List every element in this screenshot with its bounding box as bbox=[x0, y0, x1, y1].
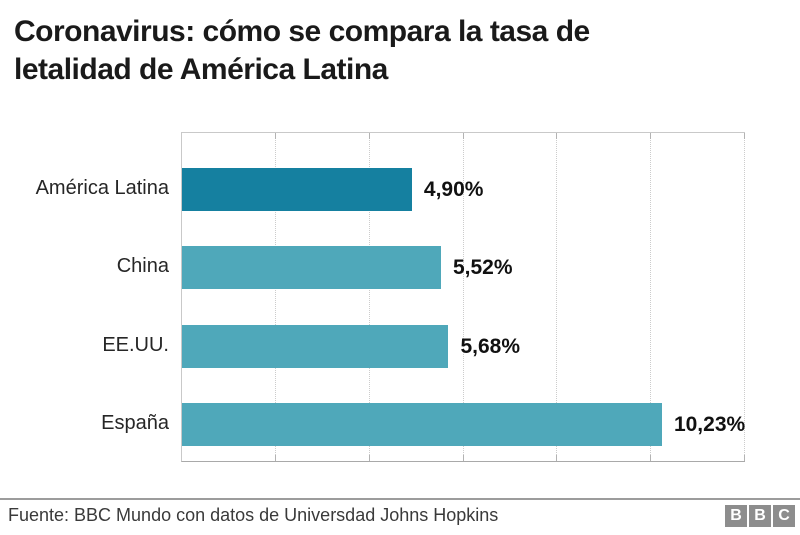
gridline bbox=[556, 133, 558, 461]
axis-tick bbox=[556, 455, 558, 461]
bar-china bbox=[182, 246, 441, 289]
chart-title-line2: letalidad de América Latina bbox=[14, 53, 388, 86]
value-label-espana: 10,23% bbox=[673, 412, 746, 436]
footer-divider bbox=[0, 498, 800, 500]
category-label-china: China bbox=[116, 255, 169, 277]
source-text: Fuente: BBC Mundo con datos de Universda… bbox=[8, 505, 499, 525]
axis-tick bbox=[650, 455, 652, 461]
bbc-logo-block-b2: B bbox=[749, 505, 771, 527]
gridline bbox=[744, 133, 745, 461]
bar-eeuu bbox=[182, 325, 449, 368]
axis-tick bbox=[368, 455, 370, 461]
axis-tick bbox=[462, 455, 464, 461]
gridline bbox=[650, 133, 652, 461]
category-label-espana: España bbox=[101, 412, 169, 434]
chart-title-line1: Coronavirus: cómo se compara la tasa de bbox=[14, 15, 590, 48]
bbc-logo: B B C bbox=[725, 505, 795, 527]
gridline bbox=[462, 133, 464, 461]
category-label-america-latina: América Latina bbox=[35, 177, 169, 199]
axis-tick bbox=[462, 133, 464, 139]
axis-tick bbox=[744, 455, 745, 461]
axis-tick bbox=[744, 133, 745, 139]
bbc-logo-block-b1: B bbox=[725, 505, 747, 527]
plot-area: 4,90% 5,52% 5,68% 10,23% bbox=[181, 132, 745, 462]
bar-america-latina bbox=[182, 168, 412, 211]
bbc-logo-block-c: C bbox=[773, 505, 795, 527]
bar-espana bbox=[182, 403, 662, 446]
axis-tick bbox=[274, 133, 276, 139]
value-label-america-latina: 4,90% bbox=[423, 177, 484, 201]
axis-tick bbox=[274, 455, 276, 461]
axis-tick bbox=[556, 133, 558, 139]
chart-title: Coronavirus: cómo se compara la tasa de … bbox=[14, 13, 590, 89]
gridline bbox=[368, 133, 370, 461]
category-label-eeuu: EE.UU. bbox=[102, 334, 169, 356]
axis-tick bbox=[368, 133, 370, 139]
axis-tick bbox=[650, 133, 652, 139]
value-label-eeuu: 5,68% bbox=[460, 334, 521, 358]
gridline bbox=[274, 133, 276, 461]
value-label-china: 5,52% bbox=[452, 255, 513, 279]
